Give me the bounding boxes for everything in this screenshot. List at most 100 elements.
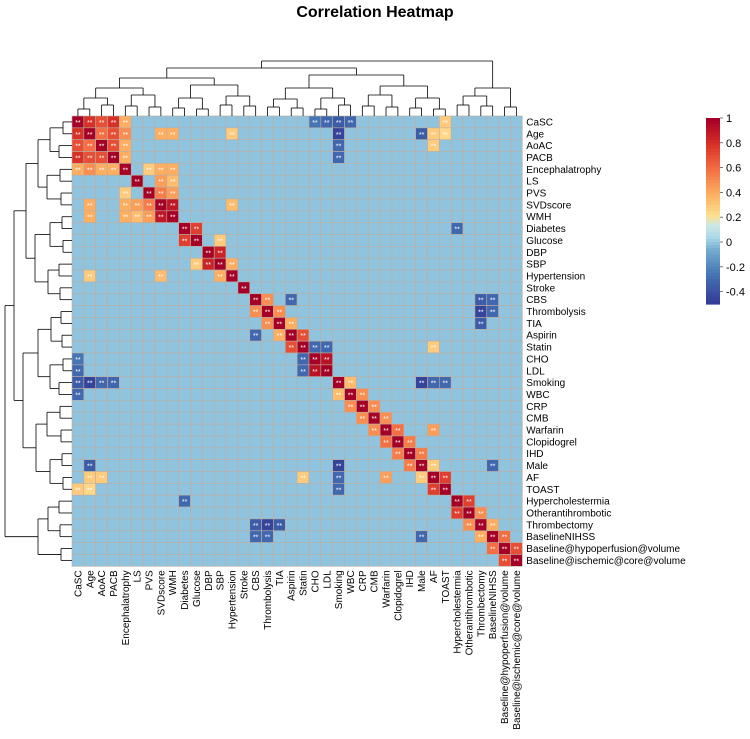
heatmap-cell: [367, 459, 381, 472]
heatmap-cell: [415, 400, 428, 413]
cell-significance-label: **: [158, 132, 164, 139]
cell-significance-label: **: [99, 144, 105, 151]
heatmap-cell: [71, 471, 85, 484]
heatmap-cell: [356, 163, 369, 176]
heatmap-cell: [261, 210, 274, 223]
column-label: CHO: [310, 570, 321, 592]
heatmap-cell: [367, 269, 381, 283]
heatmap-cell: [427, 364, 440, 378]
heatmap-cell: [427, 530, 440, 543]
heatmap-cell: [107, 305, 120, 318]
cell-significance-label: **: [431, 144, 437, 151]
heatmap-cell: [486, 494, 499, 508]
heatmap-cell: [71, 400, 85, 413]
heatmap-cell: [190, 186, 203, 200]
colorbar-segment: [706, 223, 720, 228]
heatmap-cell: [273, 506, 286, 520]
heatmap-cell: [379, 506, 393, 520]
heatmap-cell: [356, 151, 369, 164]
heatmap-cell: [439, 186, 452, 200]
heatmap-cell: [356, 483, 369, 496]
heatmap-cell: [237, 317, 251, 330]
cell-significance-label: **: [336, 144, 342, 151]
heatmap-cell: [142, 530, 156, 543]
heatmap-cell: [486, 186, 499, 200]
heatmap-cell: [249, 388, 262, 401]
heatmap-cell: [379, 186, 393, 200]
cell-significance-label: **: [182, 499, 188, 506]
heatmap-cell: [367, 435, 381, 449]
heatmap-cell: [308, 139, 322, 152]
heatmap-cell: [130, 281, 144, 295]
row-label: CHO: [526, 354, 548, 365]
cell-significance-label: **: [490, 298, 496, 305]
heatmap-cell: [178, 435, 191, 449]
heatmap-cell: [391, 151, 405, 164]
column-label: CMB: [370, 570, 381, 593]
heatmap-cell: [308, 317, 322, 330]
heatmap-cell: [166, 328, 179, 342]
heatmap-cell: [498, 139, 511, 152]
heatmap-cell: [154, 376, 168, 389]
cell-significance-label: **: [407, 440, 413, 447]
heatmap-cell: [427, 328, 440, 342]
cell-significance-label: **: [360, 416, 366, 423]
heatmap-cell: [367, 506, 381, 520]
heatmap-cell: [320, 328, 334, 342]
heatmap-cell: [178, 400, 191, 413]
heatmap-cell: [308, 542, 322, 555]
heatmap-cell: [498, 494, 511, 508]
heatmap-cell: [130, 269, 144, 283]
cell-significance-label: **: [419, 464, 425, 471]
heatmap-cell: [486, 340, 499, 354]
column-label: Baseline@hypoperfusion@volume: [500, 570, 511, 724]
heatmap-cell: [284, 459, 298, 472]
heatmap-cell: [130, 388, 144, 401]
cell-significance-label: **: [146, 203, 152, 210]
colorbar-segment: [706, 207, 720, 212]
heatmap-cell: [308, 376, 322, 389]
row-label: Age: [526, 129, 544, 140]
heatmap-cell: [344, 163, 357, 176]
heatmap-cell: [344, 234, 357, 247]
heatmap-cell: [83, 257, 96, 271]
heatmap-cell: [273, 411, 286, 425]
heatmap-cell: [83, 281, 96, 295]
colorbar-segment: [706, 288, 720, 293]
heatmap-cell: [367, 151, 381, 164]
colorbar-segment: [706, 214, 720, 218]
heatmap-cell: [403, 376, 416, 389]
heatmap-cell: [142, 293, 156, 306]
heatmap-cell: [344, 151, 357, 164]
heatmap-cell: [450, 471, 464, 484]
heatmap-cell: [367, 222, 381, 235]
heatmap-cell: [391, 518, 405, 532]
heatmap-cell: [130, 400, 144, 413]
heatmap-cell: [308, 447, 322, 460]
column-label: TOAST: [441, 570, 452, 603]
heatmap-cell: [213, 364, 227, 378]
heatmap-cell: [427, 411, 440, 425]
heatmap-cell: [450, 483, 464, 496]
heatmap-cell: [83, 246, 96, 259]
heatmap-cell: [249, 139, 262, 152]
row-label: Smoking: [526, 378, 565, 389]
heatmap-cell: [213, 127, 227, 140]
heatmap-cell: [71, 411, 85, 425]
heatmap-cell: [284, 222, 298, 235]
row-label: IHD: [526, 449, 543, 460]
heatmap-cell: [213, 210, 227, 223]
heatmap-cell: [202, 518, 215, 532]
heatmap-cell: [439, 269, 452, 283]
heatmap-cell: [190, 447, 203, 460]
heatmap-cell: [225, 447, 239, 460]
heatmap-cell: [142, 435, 156, 449]
heatmap-cell: [83, 186, 96, 200]
heatmap-cell: [344, 328, 357, 342]
heatmap-cell: [95, 198, 108, 212]
heatmap-cell: [190, 139, 203, 152]
heatmap-cell: [439, 246, 452, 259]
heatmap-cell: [130, 163, 144, 176]
heatmap-cell: [391, 364, 405, 378]
heatmap-cell: [379, 518, 393, 532]
